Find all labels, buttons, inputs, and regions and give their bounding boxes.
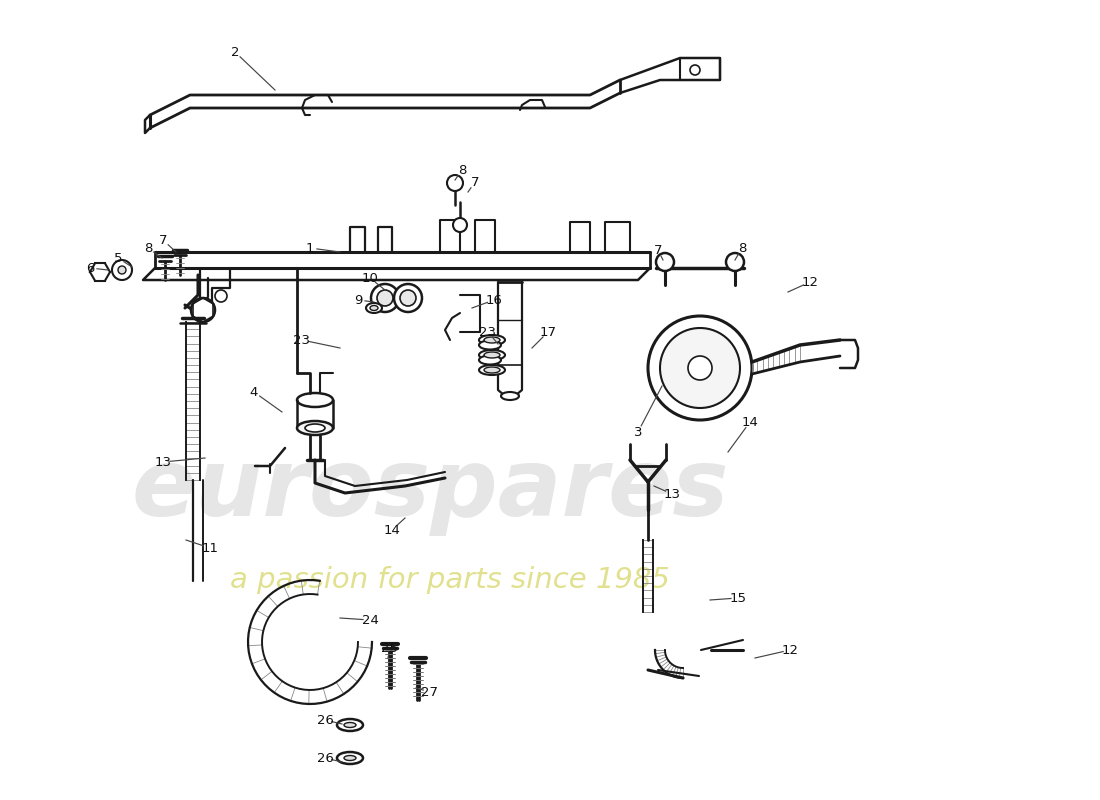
- Text: 24: 24: [362, 614, 378, 626]
- Text: 7: 7: [471, 175, 480, 189]
- Text: 7: 7: [158, 234, 167, 246]
- Circle shape: [112, 260, 132, 280]
- Text: 6: 6: [86, 262, 95, 274]
- Ellipse shape: [484, 367, 500, 373]
- Circle shape: [656, 253, 674, 271]
- Circle shape: [690, 65, 700, 75]
- Ellipse shape: [366, 303, 382, 313]
- Circle shape: [688, 356, 712, 380]
- Text: 16: 16: [485, 294, 503, 306]
- Text: 13: 13: [154, 455, 172, 469]
- Ellipse shape: [478, 335, 505, 345]
- Text: 3: 3: [634, 426, 642, 438]
- Text: 4: 4: [250, 386, 258, 398]
- Text: 5: 5: [113, 251, 122, 265]
- Text: 17: 17: [539, 326, 557, 338]
- Ellipse shape: [478, 341, 500, 350]
- Text: 13: 13: [663, 487, 681, 501]
- Text: 1: 1: [306, 242, 315, 254]
- Ellipse shape: [484, 337, 500, 343]
- Text: 14: 14: [741, 415, 758, 429]
- Text: 23: 23: [480, 326, 496, 338]
- Ellipse shape: [478, 350, 505, 360]
- Ellipse shape: [305, 424, 324, 432]
- Ellipse shape: [297, 393, 333, 407]
- Circle shape: [377, 290, 393, 306]
- Text: 27: 27: [421, 686, 439, 698]
- Text: 2: 2: [231, 46, 240, 58]
- Text: 12: 12: [802, 275, 818, 289]
- Text: 15: 15: [729, 591, 747, 605]
- Ellipse shape: [344, 755, 356, 761]
- Circle shape: [453, 218, 468, 232]
- Text: 12: 12: [781, 643, 799, 657]
- Circle shape: [726, 253, 744, 271]
- Ellipse shape: [337, 752, 363, 764]
- Circle shape: [371, 284, 399, 312]
- Ellipse shape: [344, 722, 356, 727]
- Circle shape: [447, 175, 463, 191]
- Text: 14: 14: [384, 523, 400, 537]
- Circle shape: [191, 298, 214, 322]
- Text: 8: 8: [738, 242, 746, 254]
- Text: 26: 26: [317, 751, 333, 765]
- Text: 7: 7: [653, 243, 662, 257]
- Circle shape: [118, 266, 127, 274]
- Ellipse shape: [478, 365, 505, 375]
- Text: 10: 10: [362, 271, 378, 285]
- Text: 9: 9: [354, 294, 362, 306]
- Text: a passion for parts since 1985: a passion for parts since 1985: [230, 566, 670, 594]
- Ellipse shape: [337, 719, 363, 731]
- Ellipse shape: [297, 421, 333, 435]
- Ellipse shape: [484, 352, 500, 358]
- Text: 11: 11: [201, 542, 219, 554]
- Text: 23: 23: [294, 334, 310, 346]
- Text: 8: 8: [458, 163, 466, 177]
- Text: eurospares: eurospares: [131, 444, 728, 536]
- Ellipse shape: [370, 306, 378, 310]
- Circle shape: [648, 316, 752, 420]
- Text: 25: 25: [382, 642, 398, 654]
- Text: 8: 8: [144, 242, 152, 254]
- Text: 26: 26: [317, 714, 333, 726]
- Circle shape: [214, 290, 227, 302]
- Ellipse shape: [478, 355, 500, 365]
- Circle shape: [400, 290, 416, 306]
- Circle shape: [394, 284, 422, 312]
- Ellipse shape: [500, 392, 519, 400]
- Circle shape: [660, 328, 740, 408]
